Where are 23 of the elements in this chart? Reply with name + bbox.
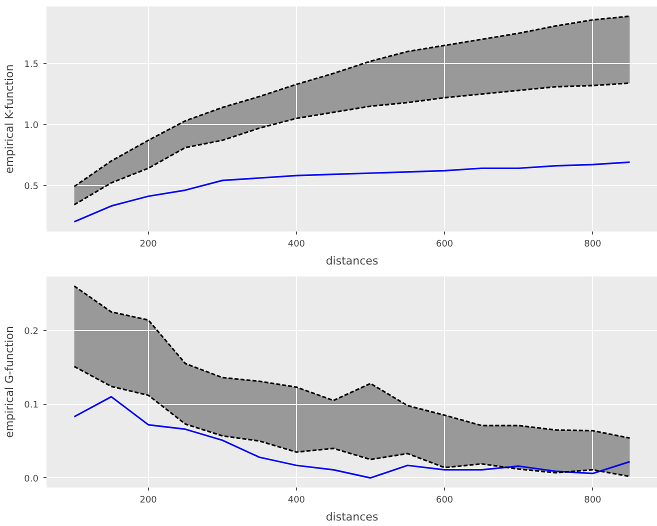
x-axis-title: distances	[326, 254, 378, 268]
y-axis-title: empirical G-function	[3, 326, 16, 438]
line-series	[73, 82, 631, 206]
y-tick-label: 0.2	[24, 326, 39, 337]
y-tick-label: 1.5	[24, 60, 39, 70]
line-series	[73, 366, 631, 478]
x-tick-label: 600	[436, 496, 454, 506]
y-tick-label: 1.0	[24, 120, 39, 131]
line-series	[73, 161, 631, 223]
y-tick-label: 0.5	[24, 182, 39, 192]
x-tick-label: 800	[584, 496, 602, 506]
y-tick-label: 0.0	[24, 474, 39, 484]
x-tick-label: 800	[584, 240, 602, 250]
y-tick-label: 0.1	[24, 400, 39, 411]
x-tick-label: 400	[288, 496, 306, 506]
x-tick-label: 400	[288, 240, 306, 250]
x-axis-title: distances	[326, 510, 378, 524]
y-axis-title: empirical K-function	[3, 64, 16, 174]
x-tick-label: 200	[140, 240, 158, 250]
line-series	[73, 396, 631, 479]
line-series	[73, 285, 631, 439]
x-tick-label: 600	[436, 240, 454, 250]
x-tick-label: 200	[140, 496, 158, 506]
